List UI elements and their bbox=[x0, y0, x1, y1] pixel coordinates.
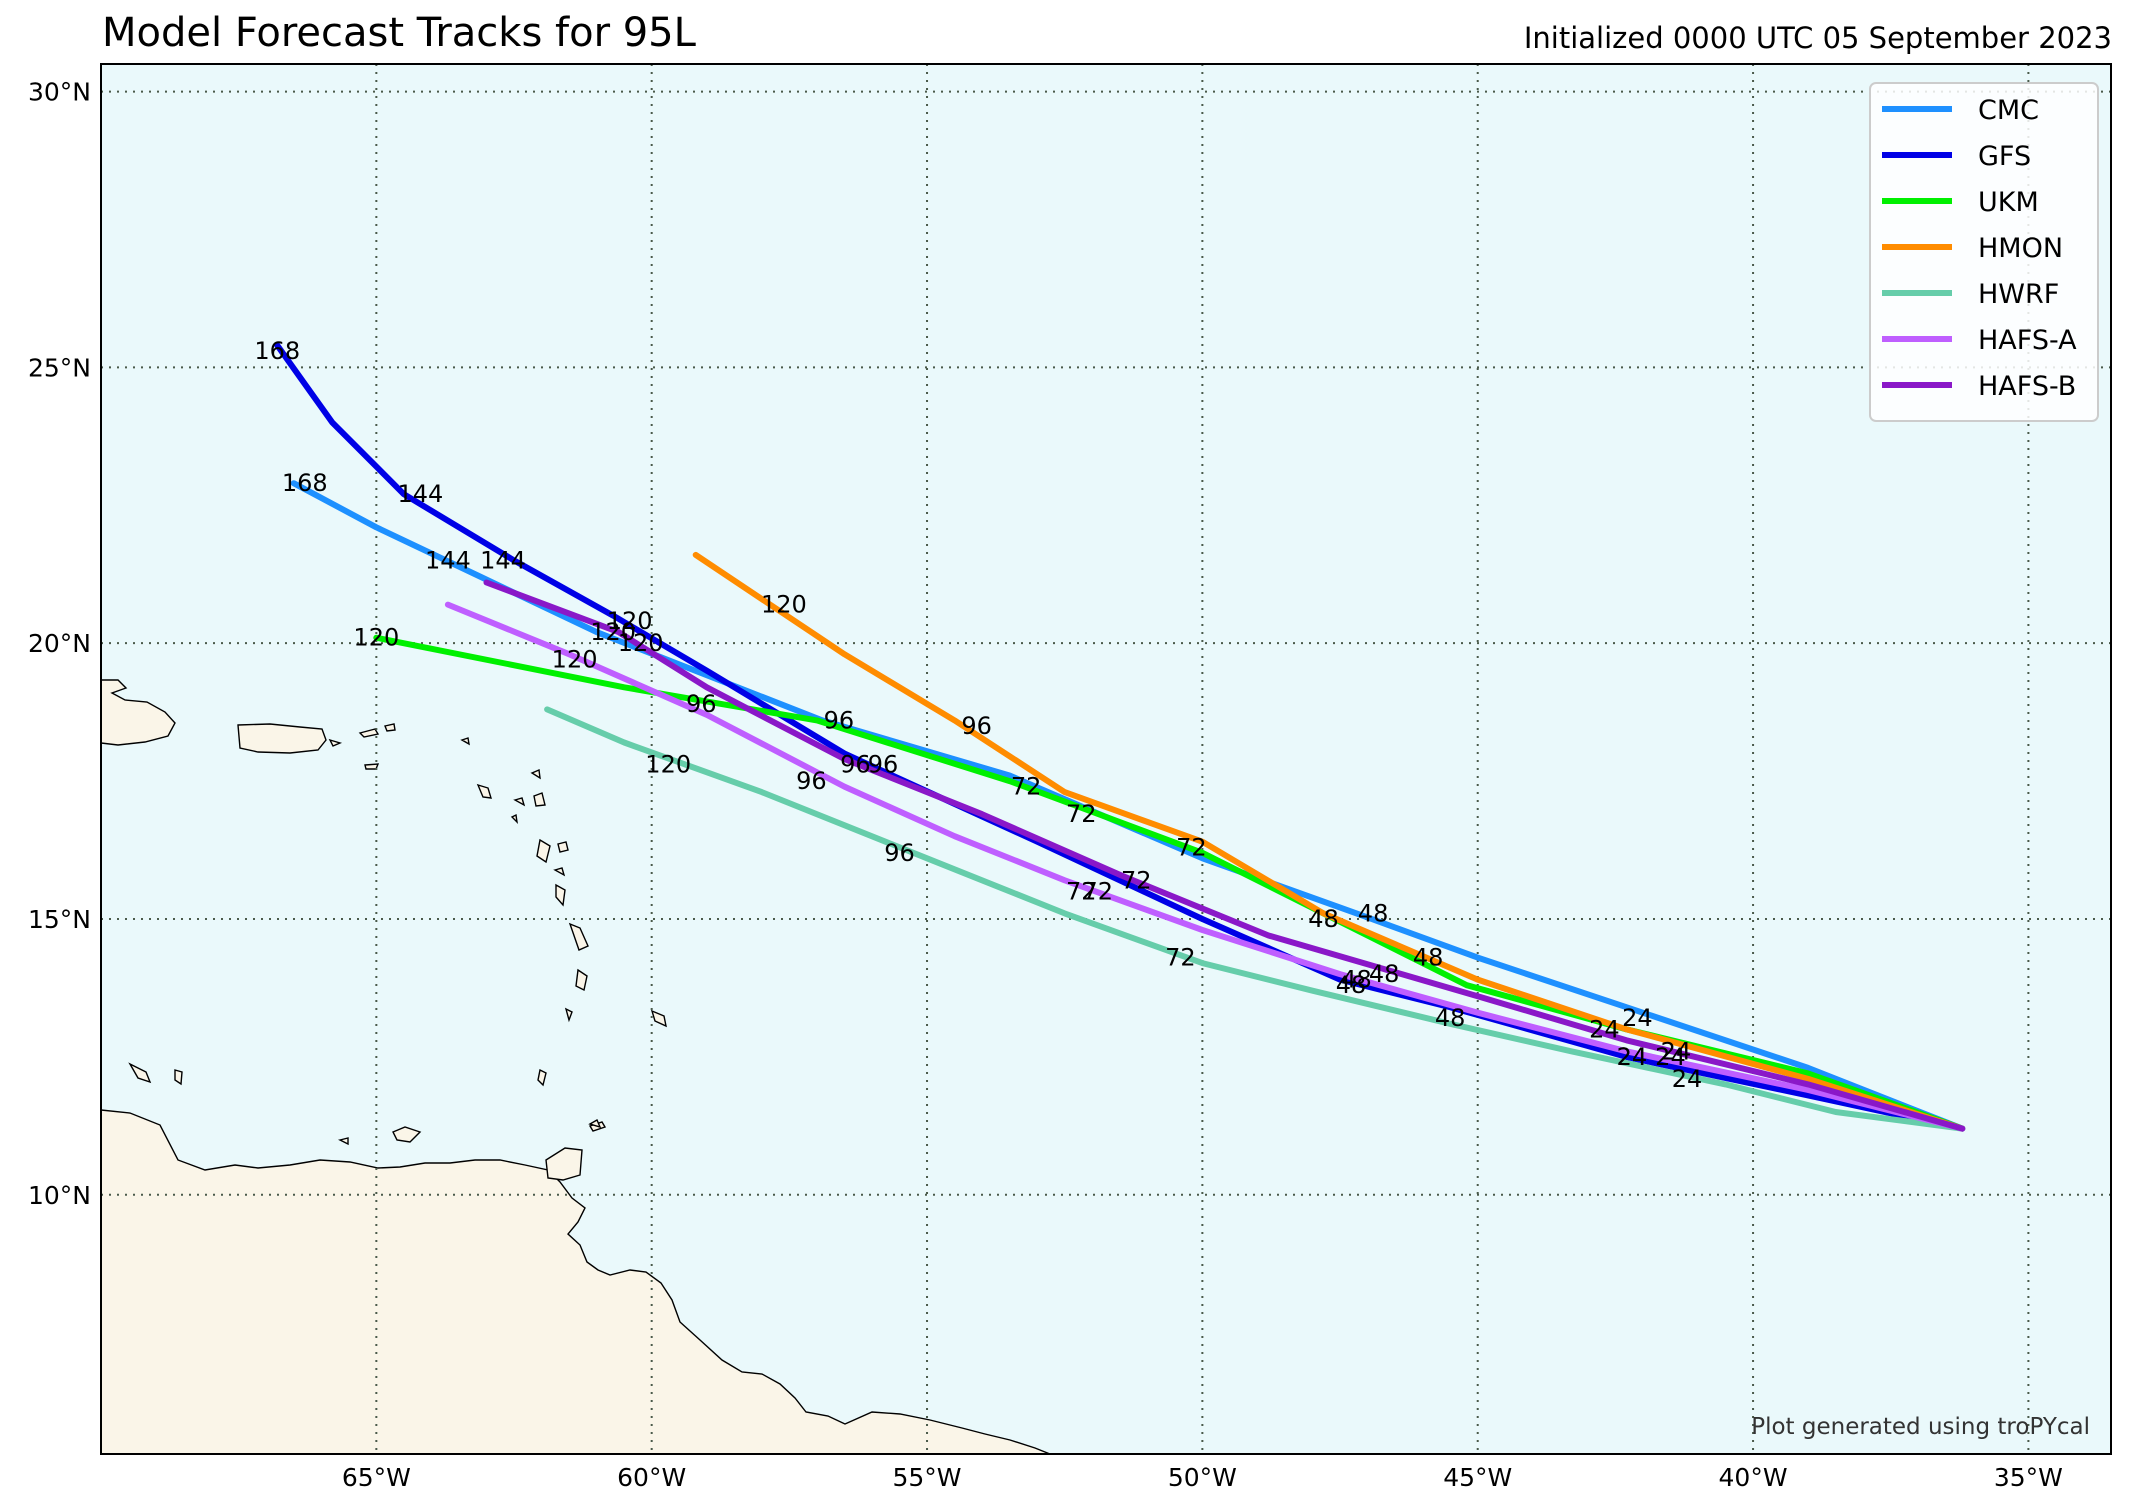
x-tick-label: 60°W bbox=[617, 1463, 686, 1492]
forecast-hour-label: 120 bbox=[353, 624, 399, 652]
forecast-hour-label: 144 bbox=[480, 546, 526, 574]
forecast-hour-label: 120 bbox=[761, 591, 807, 619]
forecast-hour-label: 96 bbox=[884, 839, 915, 867]
forecast-hour-label: 24 bbox=[1617, 1043, 1648, 1071]
forecast-hour-label: 72 bbox=[1121, 866, 1152, 894]
forecast-hour-label: 120 bbox=[645, 751, 691, 779]
forecast-hour-label: 48 bbox=[1358, 899, 1389, 927]
legend-label: CMC bbox=[1978, 95, 2039, 126]
x-tick-label: 45°W bbox=[1443, 1463, 1512, 1492]
y-tick-label: 30°N bbox=[28, 78, 91, 107]
forecast-hour-label: 48 bbox=[1413, 944, 1444, 972]
y-tick-label: 20°N bbox=[28, 629, 91, 658]
forecast-hour-label: 168 bbox=[254, 337, 300, 365]
forecast-hour-label: 72 bbox=[1011, 773, 1042, 801]
track-hafs-a bbox=[444, 601, 1966, 1132]
forecast-hour-label: 24 bbox=[1589, 1015, 1620, 1043]
forecast-hour-label: 120 bbox=[618, 629, 664, 657]
forecast-hour-label: 48 bbox=[1435, 1004, 1466, 1032]
land-layer bbox=[101, 679, 1051, 1454]
map-subtitle: Initialized 0000 UTC 05 September 2023 bbox=[1524, 21, 2112, 55]
forecast-hour-label: 72 bbox=[1082, 877, 1113, 905]
forecast-hour-label: 120 bbox=[590, 618, 636, 646]
y-tick-label: 25°N bbox=[28, 353, 91, 382]
forecast-hour-label: 24 bbox=[1661, 1037, 1692, 1065]
y-axis-ticks: 10°N 15°N 20°N 25°N 30°N bbox=[28, 78, 91, 1210]
x-tick-label: 40°W bbox=[1719, 1463, 1788, 1492]
forecast-hour-label: 24 bbox=[1672, 1065, 1703, 1093]
legend: CMC GFS UKM HMON HWRF HAFS-A HAFS-B bbox=[1869, 82, 2099, 422]
forecast-hour-label: 72 bbox=[1066, 877, 1097, 905]
forecast-hour-labels: 24 48 72 96 120 144 168 24 48 72 96 120 144 168 24 48 72… bbox=[254, 337, 1702, 1093]
forecast-hour-label: 48 bbox=[1369, 960, 1400, 988]
legend-label: GFS bbox=[1978, 141, 2031, 172]
forecast-hour-label: 48 bbox=[1336, 971, 1367, 999]
plot-frame bbox=[100, 63, 2112, 1455]
legend-label: HMON bbox=[1978, 233, 2063, 264]
forecast-hour-label: 24 bbox=[1655, 1043, 1686, 1071]
forecast-tracks bbox=[274, 342, 1966, 1132]
track-hafs-b bbox=[483, 579, 1966, 1132]
map-title: Model Forecast Tracks for 95L bbox=[102, 10, 697, 56]
legend-label: UKM bbox=[1978, 187, 2039, 218]
y-tick-label: 15°N bbox=[28, 905, 91, 934]
forecast-hour-label: 24 bbox=[1622, 1004, 1653, 1032]
x-tick-label: 65°W bbox=[342, 1463, 411, 1492]
margarita-island bbox=[392, 1126, 422, 1143]
forecast-hour-label: 72 bbox=[1176, 833, 1207, 861]
forecast-hour-label: 48 bbox=[1341, 966, 1372, 994]
forecast-hour-label: 24 bbox=[1617, 1043, 1648, 1071]
forecast-hour-label: 144 bbox=[397, 480, 443, 508]
legend-label: HWRF bbox=[1978, 279, 2059, 310]
x-tick-label: 35°W bbox=[1994, 1463, 2063, 1492]
y-tick-label: 10°N bbox=[28, 1181, 91, 1210]
puerto-rico-island bbox=[237, 723, 327, 754]
credit-text: Plot generated using troPYcal bbox=[1751, 1414, 2090, 1440]
aruba-curacao-bonaire bbox=[128, 1062, 183, 1086]
forecast-hour-label: 120 bbox=[607, 607, 653, 635]
x-tick-label: 50°W bbox=[1168, 1463, 1237, 1492]
forecast-hour-label: 96 bbox=[961, 712, 992, 740]
virgin-islands bbox=[328, 723, 396, 770]
hispaniola-island bbox=[101, 679, 176, 746]
grenadines bbox=[337, 1119, 602, 1146]
forecast-hour-label: 48 bbox=[1308, 905, 1339, 933]
legend-label: HAFS-A bbox=[1978, 325, 2077, 356]
trinidad-island bbox=[545, 1147, 583, 1181]
track-hwrf bbox=[544, 706, 1966, 1132]
forecast-hour-label: 96 bbox=[824, 706, 855, 734]
windward-islands bbox=[537, 883, 667, 1087]
track-hmon bbox=[692, 551, 1966, 1132]
x-axis-ticks: 65°W 60°W 55°W 50°W 45°W 40°W 35°W bbox=[342, 1463, 2063, 1492]
leeward-islands bbox=[460, 737, 569, 877]
x-tick-label: 55°W bbox=[893, 1463, 962, 1492]
forecast-hour-label: 72 bbox=[1066, 800, 1097, 828]
forecast-hour-label: 96 bbox=[796, 767, 827, 795]
forecast-hour-label: 144 bbox=[425, 546, 471, 574]
forecast-hour-label: 96 bbox=[840, 751, 871, 779]
forecast-hour-label: 72 bbox=[1165, 944, 1196, 972]
south-america-land bbox=[101, 1109, 1051, 1454]
legend-label: HAFS-B bbox=[1978, 371, 2076, 402]
forecast-hour-label: 96 bbox=[868, 751, 899, 779]
forecast-hour-label: 168 bbox=[282, 469, 328, 497]
forecast-hour-label: 96 bbox=[686, 690, 717, 718]
forecast-hour-label: 120 bbox=[552, 646, 598, 674]
